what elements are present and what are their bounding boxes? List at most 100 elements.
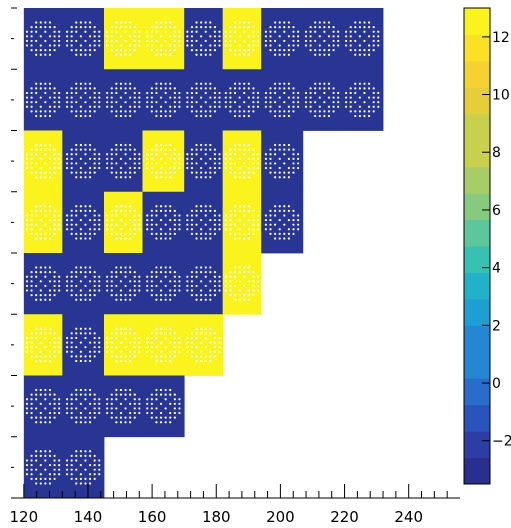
cell-dot [155, 214, 158, 217]
cell-dot [53, 468, 56, 471]
cell-dot [264, 153, 267, 156]
cell-dot [238, 228, 241, 231]
cell-dot [218, 350, 221, 353]
cell-dot [119, 157, 123, 160]
heatmap-cell [184, 130, 224, 193]
cell-dot [88, 454, 92, 457]
cell-dot [229, 153, 232, 156]
cell-dot [79, 298, 82, 301]
cell-dot [44, 237, 47, 240]
cell-dot [204, 346, 207, 349]
cell-dot [229, 148, 232, 151]
cell-dot [159, 359, 163, 363]
cell-dot [48, 96, 52, 99]
cell-dot [256, 91, 260, 95]
cell-dot [337, 44, 340, 47]
cell-dot [247, 294, 250, 297]
cell-dot [309, 26, 312, 29]
cell-dot [297, 30, 300, 33]
cell-dot [35, 477, 38, 480]
cell-dot-pattern [65, 266, 101, 301]
cell-dot [173, 209, 176, 212]
cell-dot [35, 459, 38, 462]
cell-dot [53, 218, 56, 222]
heatmap-cell [23, 375, 63, 438]
cell-dot [190, 87, 194, 90]
cell-dot [278, 176, 281, 179]
cell-dot [213, 294, 217, 297]
cell-dot [344, 44, 348, 47]
cell-dot [119, 96, 123, 99]
heatmap-cell [62, 130, 105, 193]
cell-dot [65, 166, 69, 170]
cell-dot [75, 407, 78, 410]
cell-dot [124, 21, 127, 24]
cell-dot [186, 30, 189, 33]
cell-dot [155, 205, 158, 208]
cell-dot [30, 223, 33, 226]
cell-dot [150, 209, 153, 212]
cell-dot [75, 101, 78, 104]
cell-dot [115, 26, 118, 29]
cell-dot [318, 26, 321, 29]
cell-dot [186, 289, 189, 292]
heatmap-cell [62, 8, 105, 70]
cell-dot [58, 341, 61, 344]
cell-dot [287, 176, 290, 179]
cell-dot [98, 218, 101, 222]
cell-dot [287, 26, 290, 29]
cell-dot [233, 91, 237, 95]
cell-dot [349, 35, 352, 38]
cell-dot [186, 96, 189, 99]
cell-dot [124, 162, 127, 165]
cell-dot [164, 398, 167, 401]
cell-dot [98, 214, 101, 217]
cell-dot [354, 101, 357, 104]
cell-dot [65, 411, 69, 415]
cell-dot [155, 114, 158, 118]
cell-dot [204, 327, 207, 330]
cell-dot [195, 332, 198, 335]
cell-dot [164, 101, 167, 104]
cell-dot-pattern [224, 82, 260, 118]
cell-dot [79, 332, 82, 335]
cell-dot [247, 171, 250, 174]
cell-dot [150, 284, 153, 288]
cell-dot [155, 336, 158, 340]
cell-dot [358, 53, 361, 56]
cell-dot [133, 284, 136, 288]
cell-dot [25, 105, 29, 108]
cell-dot [314, 101, 317, 104]
cell-dot [98, 223, 101, 226]
cell-dot [233, 143, 237, 147]
cell-dot [204, 294, 207, 297]
cell-dot [292, 228, 295, 231]
cell-dot [344, 30, 348, 33]
cell-dot [70, 346, 73, 349]
cell-dot [274, 82, 277, 85]
cell-dot [84, 332, 87, 335]
cell-dot [327, 96, 331, 99]
cell-dot [30, 49, 33, 52]
cell-dot [138, 153, 141, 156]
cell-dot [115, 39, 118, 43]
cell-dot [106, 350, 109, 353]
cell-dot [79, 237, 82, 240]
cell-dot-pattern [146, 266, 181, 301]
cell-dot [155, 416, 158, 419]
cell-dot [98, 280, 101, 283]
cell-dot [88, 105, 92, 108]
cell-dot [173, 289, 176, 292]
cell-dot [363, 101, 366, 104]
cell-dot [70, 454, 73, 457]
cell-dot [133, 157, 136, 160]
cell-dot [247, 266, 250, 269]
cell-dot [53, 35, 56, 38]
cell-dot [53, 336, 56, 340]
cell-dot [93, 228, 96, 231]
cell-dot [173, 223, 176, 226]
cell-dot [75, 114, 78, 118]
cell-dot [98, 463, 101, 467]
cell-dot [44, 416, 47, 419]
cell-dot [195, 114, 198, 118]
